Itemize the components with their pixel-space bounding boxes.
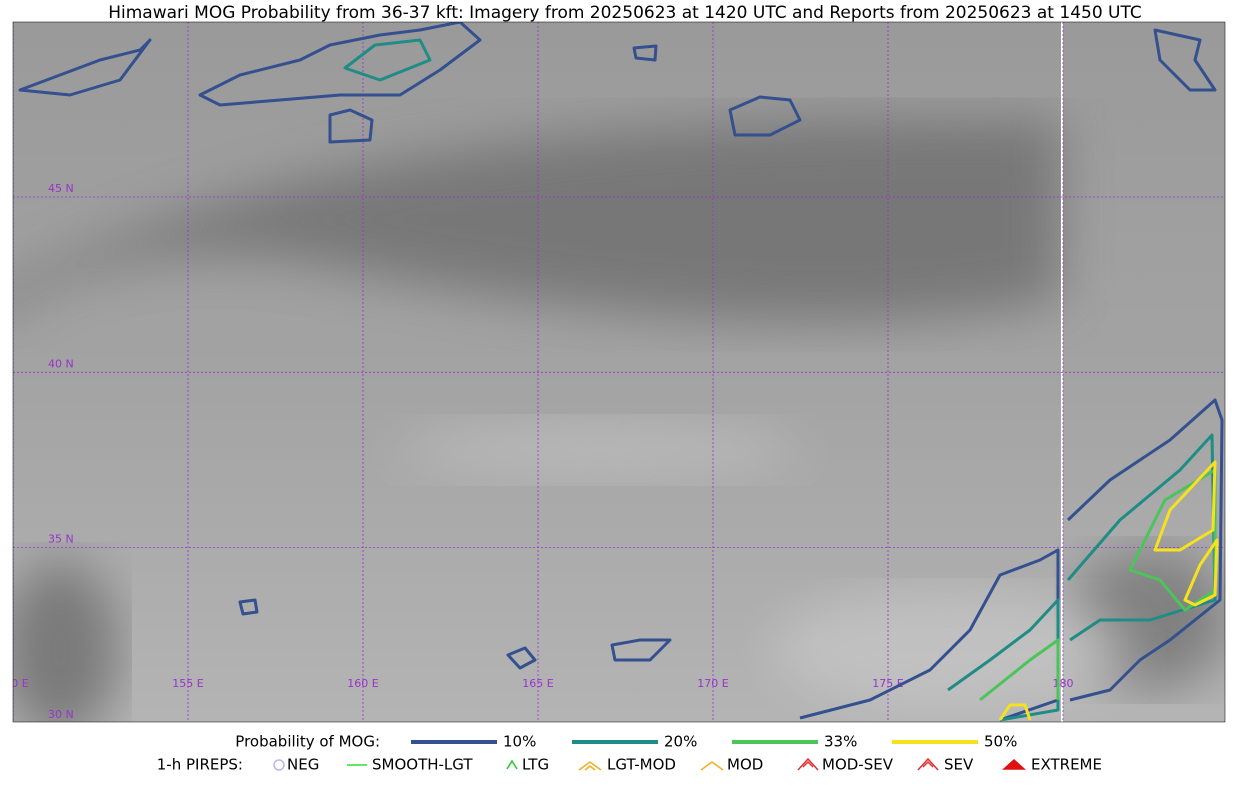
contour-20	[947, 598, 1060, 722]
contour-10	[328, 108, 374, 144]
contour-50	[998, 703, 1032, 721]
longitude-label: 150 E	[0, 677, 29, 690]
contours	[18, 22, 1224, 722]
latitude-label: 35 N	[48, 533, 74, 546]
pirep-symbol	[700, 761, 724, 771]
dark-area	[13, 560, 120, 722]
pirep-symbol	[273, 759, 285, 771]
legend-label: NEG	[287, 756, 319, 774]
longitude-label: 170 E	[697, 677, 728, 690]
legend-title: Probability of MOG:	[235, 733, 380, 751]
contour-33	[979, 638, 1060, 702]
pirep-symbol	[797, 757, 819, 771]
contour-10	[238, 598, 259, 616]
contour-50	[1153, 460, 1217, 552]
dark-band	[13, 119, 1060, 321]
contour-20	[343, 38, 432, 82]
contour-10	[1066, 398, 1224, 702]
legend-label: EXTREME	[1031, 756, 1102, 774]
longitude-label: 175 E	[872, 677, 903, 690]
longitude-label: 180	[1053, 677, 1074, 690]
legend: 10% 20% 33% 50% NEG SMOOTH-LGT LTG LGT-MOD MOD MO…	[273, 733, 1102, 774]
legend-label: LGT-MOD	[607, 756, 676, 774]
legend-label: 20%	[664, 733, 697, 751]
legend-label: MOD	[727, 756, 763, 774]
latitude-label: 45 N	[48, 182, 74, 195]
contour-10	[506, 646, 537, 670]
cloud	[400, 420, 800, 480]
longitude-label: 165 E	[522, 677, 553, 690]
title: Himawari MOG Probability from 36-37 kft:…	[108, 3, 1142, 23]
map-frame	[12, 21, 1226, 723]
pirep-symbol	[917, 757, 939, 771]
contour-10	[728, 95, 802, 137]
contour-10	[632, 44, 658, 62]
longitude-label: 155 E	[172, 677, 203, 690]
map: 45 N 40 N 35 N 30 N 150 E 155 E 160 E 165 E 170 …	[0, 22, 1225, 722]
pirep-symbol	[506, 759, 518, 770]
legend-label: SMOOTH-LGT	[372, 756, 473, 774]
legend-label: 33%	[824, 733, 857, 751]
legend-label: MOD-SEV	[822, 756, 894, 774]
contour-10	[18, 38, 152, 97]
legend-label: 10%	[503, 733, 536, 751]
contour-10	[1153, 28, 1217, 92]
legend-title: 1-h PIREPS:	[157, 756, 243, 774]
legend-label: LTG	[522, 756, 549, 774]
contour-10	[610, 638, 672, 662]
pirep-symbol	[578, 761, 602, 771]
contour-10	[198, 22, 482, 107]
longitude-label: 160 E	[347, 677, 378, 690]
legend-label: SEV	[944, 756, 974, 774]
graticule: 45 N 40 N 35 N 30 N 150 E 155 E 160 E 165 E 170 …	[0, 22, 1225, 722]
legend-label: 50%	[984, 733, 1017, 751]
pirep-symbol	[1002, 758, 1026, 770]
latitude-label: 30 N	[48, 708, 74, 721]
contour-50	[1183, 538, 1219, 607]
latitude-label: 40 N	[48, 357, 74, 370]
